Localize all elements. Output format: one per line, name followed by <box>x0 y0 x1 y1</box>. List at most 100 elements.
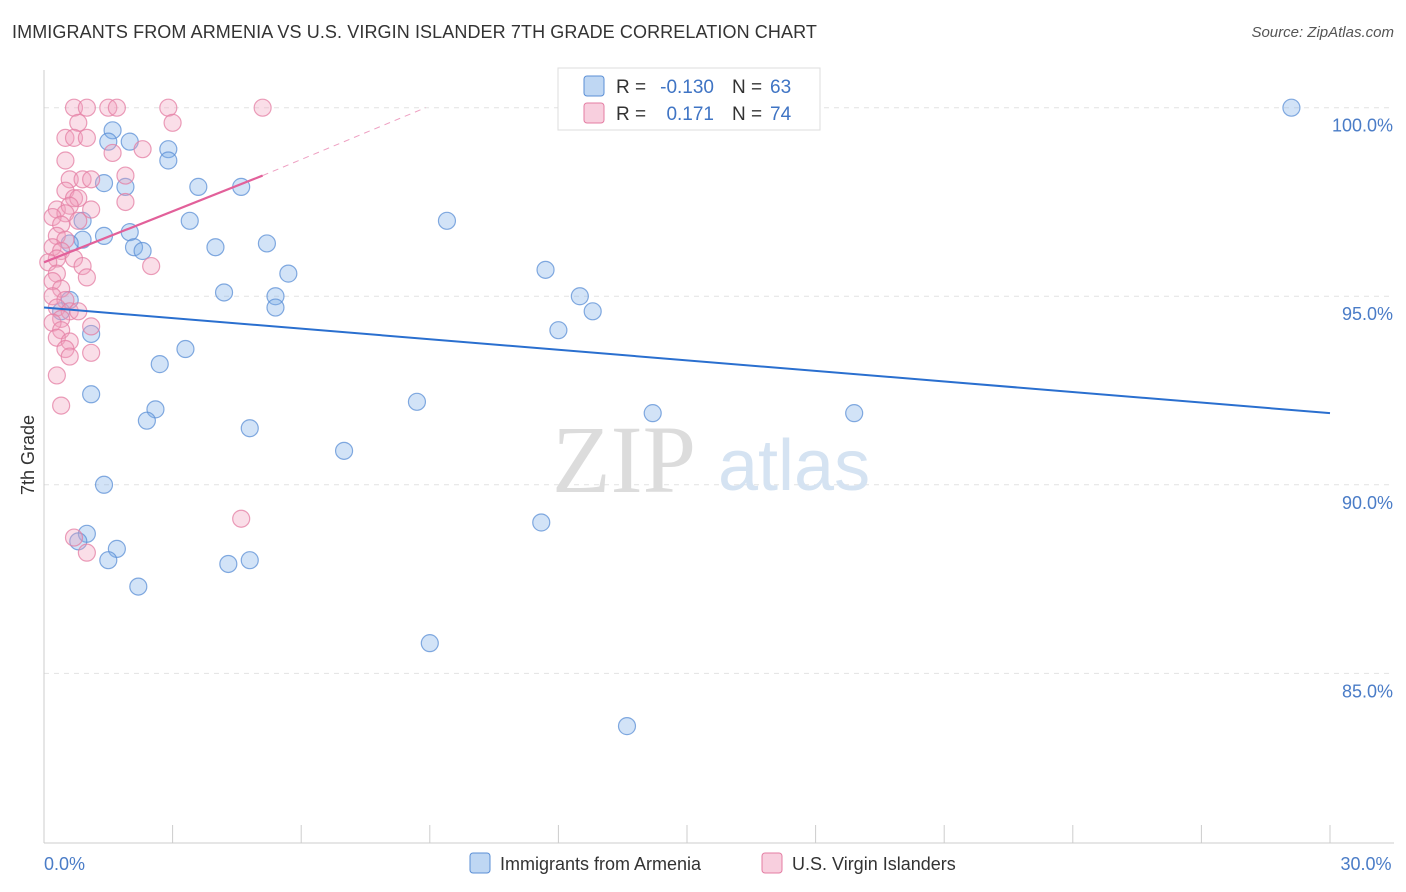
series-legend-label-virgin-islanders: U.S. Virgin Islanders <box>792 854 956 874</box>
series-legend-swatch-armenia <box>469 852 491 874</box>
virgin-islanders-point <box>60 347 79 366</box>
legend: R = -0.130 N = 63 R = 0.171 N = 74 <box>557 67 821 131</box>
armenia-point <box>1282 98 1301 117</box>
virgin-islanders-point <box>82 343 101 362</box>
armenia-point <box>82 385 101 404</box>
virgin-islanders-point <box>133 140 152 159</box>
virgin-islanders-point <box>82 170 101 189</box>
legend-n-label-armenia: N = <box>732 77 762 98</box>
armenia-point <box>407 392 427 411</box>
armenia-point <box>137 411 156 430</box>
armenia-point <box>189 177 208 196</box>
virgin-islanders-point <box>103 143 122 163</box>
source-label: Source: ZipAtlas.com <box>1251 24 1394 41</box>
legend-swatch-virgin-islanders <box>583 102 605 124</box>
armenia-point <box>845 404 864 423</box>
y-tick-label: 85.0% <box>1342 681 1393 701</box>
armenia-point <box>266 298 285 317</box>
trend-line-virgin-islanders-extension <box>262 107 426 177</box>
armenia-point <box>334 441 354 460</box>
axes <box>43 70 1394 844</box>
armenia-point <box>214 283 234 302</box>
armenia-point <box>437 211 457 230</box>
armenia-point <box>532 513 551 532</box>
chart-title: IMMIGRANTS FROM ARMENIA VS U.S. VIRGIN I… <box>12 22 817 42</box>
armenia-point <box>94 475 114 494</box>
legend-swatch-armenia <box>583 75 605 97</box>
watermark-atlas: atlas <box>718 426 870 506</box>
virgin-islanders-point <box>116 192 135 212</box>
armenia-point <box>279 264 298 283</box>
virgin-islanders-point <box>77 98 96 117</box>
virgin-islanders-point <box>64 98 84 117</box>
armenia-point <box>643 404 662 423</box>
virgin-islanders-point <box>52 396 71 415</box>
series-legend-label-armenia: Immigrants from Armenia <box>500 854 702 874</box>
legend-r-label-virgin-islanders: R = <box>616 104 646 125</box>
virgin-islanders-point <box>142 256 161 276</box>
virgin-islanders-point <box>253 98 272 117</box>
virgin-islanders-point <box>77 128 96 147</box>
watermark-zip: ZIP <box>552 406 696 513</box>
armenia-point <box>617 717 637 736</box>
armenia-point <box>159 151 178 170</box>
x-tick-labels: 0.0% 30.0% <box>44 854 1392 874</box>
trend-line-armenia <box>43 306 1331 415</box>
virgin-islanders-point <box>163 113 182 132</box>
legend-n-value-armenia: 63 <box>770 77 791 98</box>
y-tick-labels: 100.0% 95.0% 90.0% 85.0% <box>1332 116 1393 702</box>
armenia-point <box>99 551 118 570</box>
virgin-islanders-point <box>107 98 126 117</box>
virgin-islanders-point <box>52 215 71 234</box>
armenia-point <box>124 238 144 257</box>
virgin-islanders-point <box>159 98 178 117</box>
armenia-point <box>82 324 101 344</box>
series-legend: Immigrants from Armenia U.S. Virgin Isla… <box>469 852 956 874</box>
virgin-islanders-point <box>82 317 101 336</box>
armenia-point <box>180 211 199 230</box>
armenia-point <box>176 339 195 359</box>
virgin-islanders-point <box>60 170 79 189</box>
armenia-point <box>583 302 602 321</box>
y-tick-label: 100.0% <box>1332 116 1393 136</box>
armenia-point <box>99 132 118 151</box>
armenia-point <box>240 419 259 438</box>
armenia-point <box>219 554 238 574</box>
legend-r-label-armenia: R = <box>616 77 646 98</box>
virgin-islanders-point <box>69 113 88 132</box>
series-legend-swatch-virgin-islanders <box>761 852 783 874</box>
virgin-islanders-point <box>232 509 251 528</box>
armenia-point <box>129 577 148 596</box>
virgin-islanders-point <box>56 151 75 170</box>
armenia-point <box>549 321 568 340</box>
data-points <box>39 98 1301 736</box>
armenia-point <box>570 287 589 306</box>
y-tick-label: 90.0% <box>1342 493 1393 513</box>
virgin-islanders-point <box>47 366 66 385</box>
legend-r-value-armenia: -0.130 <box>660 77 714 98</box>
armenia-point <box>133 241 152 261</box>
virgin-islanders-point <box>77 543 96 562</box>
virgin-islanders-point <box>73 256 92 276</box>
y-axis-label: 7th Grade <box>18 415 38 495</box>
armenia-point <box>240 551 259 570</box>
virgin-islanders-point <box>64 528 84 547</box>
virgin-islanders-point <box>47 226 66 246</box>
virgin-islanders-point <box>77 268 96 287</box>
armenia-point <box>257 234 277 253</box>
virgin-islanders-point <box>69 211 88 230</box>
armenia-point <box>103 121 122 140</box>
trend-lines <box>43 107 1331 415</box>
trend-line-virgin-islanders <box>43 174 264 264</box>
x-tick-label: 0.0% <box>44 854 85 874</box>
legend-n-value-virgin-islanders: 74 <box>770 104 792 125</box>
y-tick-label: 95.0% <box>1342 304 1393 324</box>
armenia-point <box>150 355 169 374</box>
virgin-islanders-point <box>64 128 84 147</box>
virgin-islanders-point <box>82 200 101 219</box>
virgin-islanders-point <box>43 238 62 257</box>
x-tick-label: 30.0% <box>1340 854 1391 874</box>
legend-r-value-virgin-islanders: 0.171 <box>666 104 714 125</box>
armenia-point <box>206 238 225 257</box>
